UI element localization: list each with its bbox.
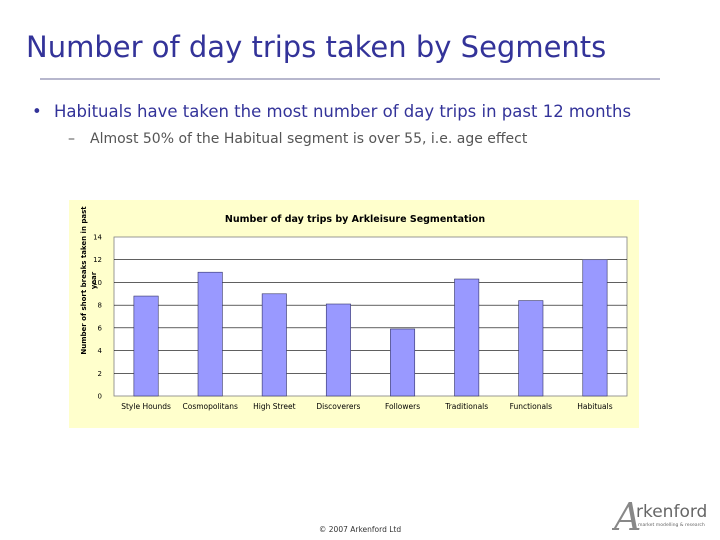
bullet-primary-text: Habituals have taken the most number of … bbox=[54, 102, 632, 121]
y-axis-label-line-1: Number of short breaks taken in past bbox=[80, 206, 88, 355]
x-tick-label: Traditionals bbox=[444, 402, 488, 411]
dash-icon: – bbox=[68, 131, 75, 147]
y-tick-label: 4 bbox=[98, 347, 103, 355]
bar-style-hounds bbox=[133, 295, 159, 397]
bar-high-street bbox=[261, 293, 287, 397]
y-tick-label: 2 bbox=[98, 370, 102, 378]
bar-cosmopolitans bbox=[197, 271, 223, 397]
x-tick-label: Discoverers bbox=[316, 402, 360, 411]
slide-title: Number of day trips taken by Segments bbox=[26, 30, 607, 64]
logo-wordmark: rkenford bbox=[636, 502, 707, 522]
y-tick-label: 8 bbox=[98, 302, 102, 310]
logo-initial: A bbox=[612, 495, 641, 536]
bullet-secondary-text: Almost 50% of the Habitual segment is ov… bbox=[90, 131, 528, 147]
chart-panel: 0 2 4 6 8 10 12 14 Style Hounds Cosmopolitans Hig… bbox=[69, 200, 639, 428]
y-tick-label: 14 bbox=[93, 234, 102, 242]
company-logo: A rkenford market modelling & research bbox=[611, 492, 712, 539]
bullet-primary: • Habituals have taken the most number of… bbox=[32, 102, 631, 121]
bullet-dot-icon: • bbox=[32, 102, 42, 121]
bar-discoverers bbox=[325, 303, 351, 397]
y-tick-label: 12 bbox=[93, 256, 102, 264]
logo-tagline: market modelling & research bbox=[638, 522, 705, 528]
x-tick-label: Followers bbox=[385, 402, 420, 411]
y-tick-label: 6 bbox=[98, 324, 103, 332]
x-tick-label: High Street bbox=[253, 402, 295, 411]
bar-followers bbox=[390, 328, 416, 397]
x-tick-label: Cosmopolitans bbox=[183, 402, 238, 411]
footer-copyright: © 2007 Arkenford Ltd bbox=[318, 525, 402, 534]
chart: 0 2 4 6 8 10 12 14 Style Hounds Cosmopolitans Hig… bbox=[80, 206, 628, 411]
bullet-secondary: – Almost 50% of the Habitual segment is o… bbox=[68, 131, 527, 147]
y-tick-label: 10 bbox=[93, 279, 102, 287]
x-tick-label: Style Hounds bbox=[121, 402, 171, 411]
y-tick-label: 0 bbox=[98, 393, 102, 401]
title-divider bbox=[40, 78, 660, 80]
bar-functionals bbox=[518, 300, 544, 397]
bar-habituals bbox=[582, 259, 608, 397]
chart-title: Number of day trips by Arkleisure Segmen… bbox=[225, 214, 485, 225]
bar-traditionals bbox=[454, 278, 480, 397]
x-tick-label: Functionals bbox=[510, 402, 553, 411]
x-tick-label: Habituals bbox=[577, 402, 612, 411]
plot-area bbox=[113, 236, 628, 397]
y-axis-label-line-2: year bbox=[90, 271, 98, 289]
